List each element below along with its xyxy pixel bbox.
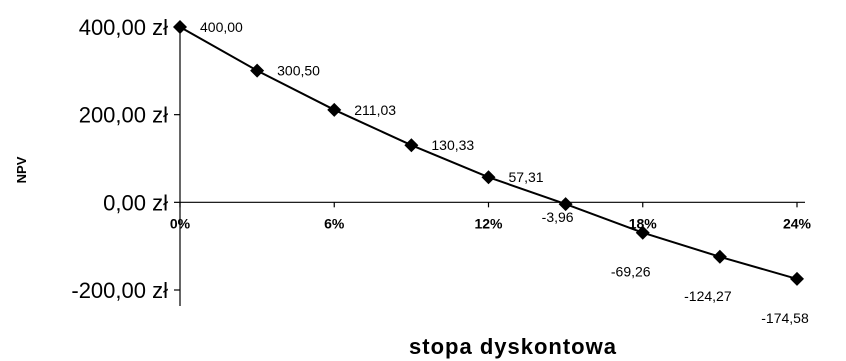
data-point bbox=[635, 225, 650, 240]
data-point bbox=[481, 170, 496, 185]
data-label: 130,33 bbox=[431, 137, 474, 153]
data-point bbox=[250, 63, 265, 78]
x-tick-label: 6% bbox=[324, 215, 345, 231]
data-point bbox=[558, 197, 573, 212]
data-label: 400,00 bbox=[200, 19, 243, 35]
data-label: 300,50 bbox=[277, 63, 320, 79]
axes bbox=[174, 24, 805, 306]
data-label: -69,26 bbox=[611, 264, 651, 280]
data-point bbox=[327, 102, 342, 117]
data-point bbox=[173, 20, 187, 34]
series-line bbox=[179, 26, 798, 280]
x-axis-label: stopa dyskontowa bbox=[409, 334, 617, 359]
y-axis-label: NPV bbox=[14, 156, 29, 183]
y-tick-label: -200,00 zł bbox=[71, 278, 168, 303]
x-tick-label: 18% bbox=[629, 215, 658, 231]
x-tick-labels: 0% 6% 12% 18% 24% bbox=[170, 215, 812, 231]
x-tick-label: 12% bbox=[474, 215, 503, 231]
y-tick-label: 400,00 zł bbox=[79, 15, 168, 40]
data-label: 57,31 bbox=[509, 169, 544, 185]
y-tick-labels: 400,00 zł 200,00 zł 0,00 zł -200,00 zł bbox=[71, 15, 168, 303]
npv-series bbox=[173, 20, 804, 286]
x-tick-label: 24% bbox=[783, 215, 812, 231]
data-point bbox=[712, 249, 727, 264]
x-tick-label: 0% bbox=[170, 215, 191, 231]
data-labels: 400,00 300,50 211,03 130,33 57,31 -3,96 -69,26… bbox=[200, 19, 809, 326]
data-point bbox=[790, 271, 804, 286]
y-tick-label: 200,00 zł bbox=[79, 103, 168, 128]
data-label: -3,96 bbox=[542, 209, 574, 225]
data-label: 211,03 bbox=[354, 102, 396, 118]
data-label: -124,27 bbox=[684, 288, 732, 304]
data-label: -174,58 bbox=[761, 310, 809, 326]
y-tick-label: 0,00 zł bbox=[103, 190, 168, 215]
data-point bbox=[404, 138, 419, 153]
